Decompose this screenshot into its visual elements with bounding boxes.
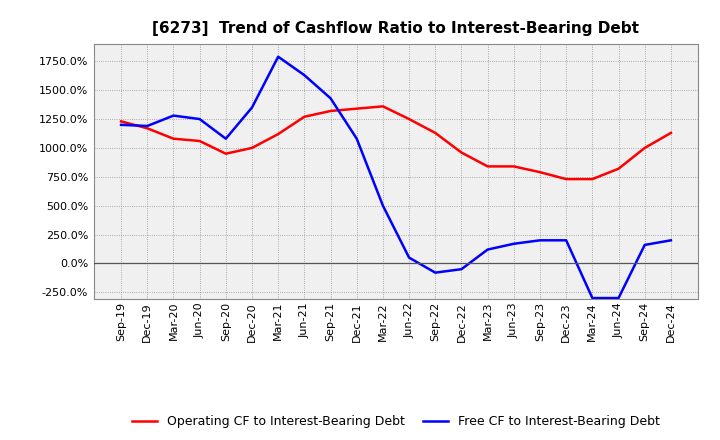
Operating CF to Interest-Bearing Debt	[588, 176, 597, 182]
Free CF to Interest-Bearing Debt	[510, 241, 518, 246]
Free CF to Interest-Bearing Debt	[300, 73, 309, 78]
Line: Operating CF to Interest-Bearing Debt: Operating CF to Interest-Bearing Debt	[121, 106, 671, 179]
Operating CF to Interest-Bearing Debt	[222, 151, 230, 156]
Operating CF to Interest-Bearing Debt	[169, 136, 178, 141]
Operating CF to Interest-Bearing Debt	[117, 119, 125, 124]
Free CF to Interest-Bearing Debt	[169, 113, 178, 118]
Free CF to Interest-Bearing Debt	[222, 136, 230, 141]
Legend: Operating CF to Interest-Bearing Debt, Free CF to Interest-Bearing Debt: Operating CF to Interest-Bearing Debt, F…	[127, 411, 665, 433]
Operating CF to Interest-Bearing Debt	[405, 117, 413, 122]
Operating CF to Interest-Bearing Debt	[614, 166, 623, 171]
Operating CF to Interest-Bearing Debt	[195, 138, 204, 143]
Free CF to Interest-Bearing Debt	[195, 117, 204, 122]
Operating CF to Interest-Bearing Debt	[457, 150, 466, 155]
Operating CF to Interest-Bearing Debt	[431, 130, 440, 136]
Free CF to Interest-Bearing Debt	[379, 203, 387, 208]
Free CF to Interest-Bearing Debt	[457, 267, 466, 272]
Free CF to Interest-Bearing Debt	[536, 238, 544, 243]
Operating CF to Interest-Bearing Debt	[143, 126, 152, 131]
Operating CF to Interest-Bearing Debt	[352, 106, 361, 111]
Operating CF to Interest-Bearing Debt	[379, 104, 387, 109]
Free CF to Interest-Bearing Debt	[483, 247, 492, 252]
Free CF to Interest-Bearing Debt	[667, 238, 675, 243]
Operating CF to Interest-Bearing Debt	[300, 114, 309, 119]
Free CF to Interest-Bearing Debt	[274, 54, 282, 59]
Free CF to Interest-Bearing Debt	[117, 122, 125, 128]
Operating CF to Interest-Bearing Debt	[536, 169, 544, 175]
Line: Free CF to Interest-Bearing Debt: Free CF to Interest-Bearing Debt	[121, 57, 671, 298]
Free CF to Interest-Bearing Debt	[640, 242, 649, 248]
Free CF to Interest-Bearing Debt	[326, 95, 335, 101]
Free CF to Interest-Bearing Debt	[431, 270, 440, 275]
Operating CF to Interest-Bearing Debt	[326, 108, 335, 114]
Operating CF to Interest-Bearing Debt	[562, 176, 570, 182]
Free CF to Interest-Bearing Debt	[405, 255, 413, 260]
Operating CF to Interest-Bearing Debt	[248, 145, 256, 150]
Free CF to Interest-Bearing Debt	[588, 295, 597, 301]
Title: [6273]  Trend of Cashflow Ratio to Interest-Bearing Debt: [6273] Trend of Cashflow Ratio to Intere…	[153, 21, 639, 36]
Free CF to Interest-Bearing Debt	[143, 123, 152, 128]
Operating CF to Interest-Bearing Debt	[274, 132, 282, 137]
Free CF to Interest-Bearing Debt	[614, 295, 623, 301]
Operating CF to Interest-Bearing Debt	[667, 130, 675, 136]
Operating CF to Interest-Bearing Debt	[483, 164, 492, 169]
Free CF to Interest-Bearing Debt	[562, 238, 570, 243]
Operating CF to Interest-Bearing Debt	[510, 164, 518, 169]
Free CF to Interest-Bearing Debt	[352, 136, 361, 141]
Free CF to Interest-Bearing Debt	[248, 105, 256, 110]
Operating CF to Interest-Bearing Debt	[640, 145, 649, 150]
